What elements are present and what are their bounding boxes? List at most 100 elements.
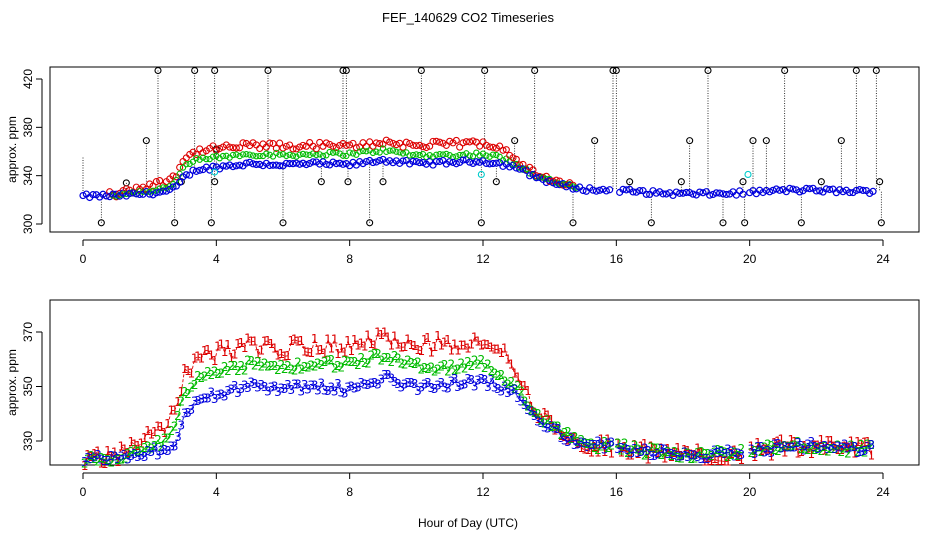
series-3-connector xyxy=(314,385,319,391)
ch2-point xyxy=(203,155,210,163)
ch0-point xyxy=(379,178,387,186)
series-1-connector xyxy=(310,338,316,354)
ch2-point xyxy=(433,151,440,158)
series-3-connector xyxy=(247,382,252,389)
series-2-connector xyxy=(827,448,832,453)
series-3-connector xyxy=(101,459,105,462)
series-3-connector xyxy=(781,446,785,449)
ch2-point xyxy=(359,147,367,155)
series-2-connector xyxy=(537,413,542,421)
ch3-point xyxy=(332,159,340,168)
series-1-connector xyxy=(234,343,239,355)
series-3-connector xyxy=(730,451,736,457)
series-1-connector xyxy=(107,450,112,457)
series-3-connector xyxy=(487,379,492,388)
y-tick-label: 420 xyxy=(21,69,35,89)
ch3-point xyxy=(292,159,300,167)
series-1-connector xyxy=(547,415,552,421)
series-1-connector xyxy=(861,441,865,445)
ch1-point xyxy=(352,144,360,152)
ch1-point xyxy=(319,142,327,150)
ch2-point xyxy=(303,151,310,158)
series-2-connector xyxy=(624,443,629,453)
ch3-point xyxy=(662,190,670,198)
ch2-point xyxy=(329,149,337,156)
ch3-point xyxy=(709,190,717,199)
series-3-connector xyxy=(277,388,282,393)
series-2-connector xyxy=(240,365,246,371)
series-3-connector xyxy=(551,425,555,429)
series-3-connector xyxy=(124,454,129,460)
series-2-connector xyxy=(847,445,852,454)
series-1-connector xyxy=(190,358,196,374)
ch3-point xyxy=(526,172,534,180)
series-1-connector xyxy=(174,401,179,411)
series-1-connector xyxy=(810,445,816,455)
ch2-point xyxy=(233,151,240,158)
series-3-connector xyxy=(841,444,845,448)
series-3-connector xyxy=(647,450,652,457)
ch3-point xyxy=(556,181,564,189)
ch3-point xyxy=(176,178,184,186)
series-2-connector xyxy=(687,453,692,460)
series-2-connector xyxy=(314,363,319,367)
x-tick-label: 24 xyxy=(876,252,890,266)
top-data-marks xyxy=(79,66,885,227)
series-2-connector xyxy=(294,362,299,371)
series-2-connector xyxy=(371,353,375,357)
series-1-connector xyxy=(554,428,559,431)
series-3-connector xyxy=(847,446,852,449)
series-1-connector xyxy=(167,410,172,425)
series-2-connector xyxy=(211,371,215,376)
x-tick-label: 20 xyxy=(743,252,757,266)
series-2-connector xyxy=(121,458,125,460)
series-3-connector xyxy=(451,378,455,382)
series-3-connector xyxy=(107,455,112,462)
ch0-point xyxy=(719,219,727,227)
series-2-connector xyxy=(844,448,849,454)
ch3-point xyxy=(592,187,600,195)
series-3-connector xyxy=(500,386,506,392)
series-2-connector xyxy=(324,360,329,363)
series-3-connector xyxy=(694,454,699,458)
series-2-connector xyxy=(754,446,759,452)
series-2-connector xyxy=(244,360,249,371)
ch1-point xyxy=(409,141,417,149)
series-1-connector xyxy=(394,336,399,345)
series-3-connector xyxy=(201,397,205,400)
series-1-connector xyxy=(127,441,132,454)
series-2-point: 2 xyxy=(738,442,746,456)
series-3-connector xyxy=(721,451,725,455)
series-2-connector xyxy=(647,447,652,455)
series-2-connector xyxy=(317,362,322,366)
series-1-connector xyxy=(477,341,482,346)
series-3-connector xyxy=(164,449,169,452)
x-tick-label: 4 xyxy=(213,252,220,266)
ch0-point xyxy=(211,66,219,75)
ch3-point xyxy=(372,158,380,166)
series-1-connector xyxy=(787,439,792,447)
series-2-connector xyxy=(321,361,325,366)
series-1-connector xyxy=(587,449,592,453)
series-1-connector xyxy=(641,443,645,447)
series-2-connector xyxy=(340,360,346,368)
series-3-connector xyxy=(244,385,249,389)
x-tick-label: 0 xyxy=(80,485,87,499)
ch0-point xyxy=(207,219,215,227)
series-3-connector xyxy=(337,383,342,393)
series-1-connector xyxy=(857,441,862,445)
ch0-point xyxy=(749,137,757,145)
series-3-connector xyxy=(687,454,692,458)
series-1-connector xyxy=(131,441,135,446)
ch2-point xyxy=(466,152,473,159)
series-2-connector xyxy=(814,447,819,451)
series-2-connector xyxy=(524,401,529,407)
series-3-connector xyxy=(767,450,772,454)
series-1-connector xyxy=(314,338,319,351)
series-2-connector xyxy=(594,447,599,451)
series-1-connector xyxy=(154,426,159,433)
ch2-point xyxy=(276,151,283,158)
series-3-connector xyxy=(341,391,345,394)
series-1-connector xyxy=(177,391,182,403)
series-2-connector xyxy=(390,355,396,363)
